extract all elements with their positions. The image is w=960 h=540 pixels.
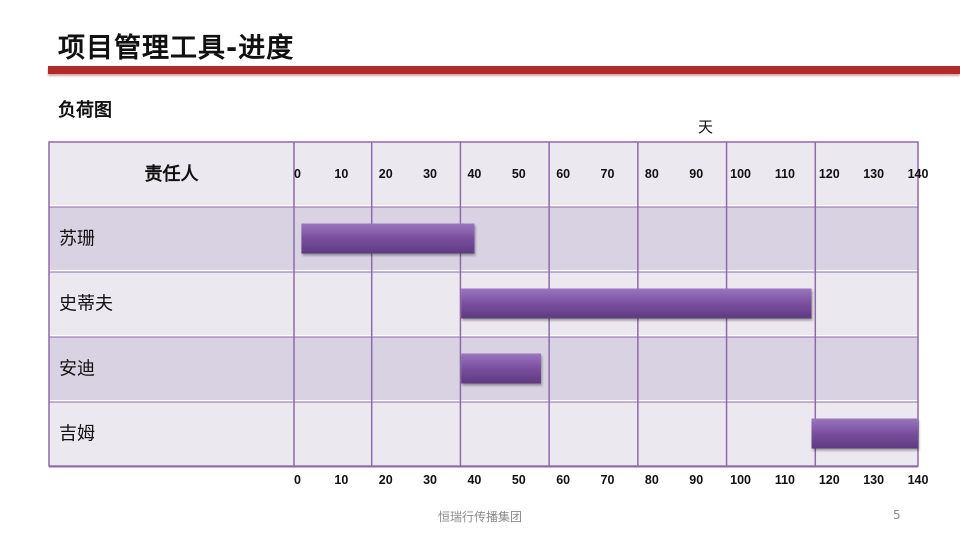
row-label: 史蒂夫 <box>59 294 113 314</box>
table-border <box>48 141 919 467</box>
table-row-bg <box>49 206 918 271</box>
tick-label-top: 30 <box>423 167 437 181</box>
gantt-bar <box>811 418 918 449</box>
tick-label-bottom: 70 <box>601 473 615 487</box>
tick-label-bottom: 90 <box>689 473 703 487</box>
table-row-bg <box>49 271 918 336</box>
tick-label-top: 40 <box>467 167 481 181</box>
table-row-bg <box>49 401 918 466</box>
tick-label-bottom: 130 <box>863 473 884 487</box>
tick-label-bottom: 120 <box>819 473 840 487</box>
page-title: 项目管理工具-进度 <box>58 33 295 64</box>
gantt-bar <box>461 353 541 384</box>
tick-label-bottom: 60 <box>556 473 570 487</box>
tick-label-top: 100 <box>730 167 751 181</box>
row-label: 苏珊 <box>59 229 95 249</box>
tick-label-top: 20 <box>379 167 393 181</box>
footer-company: 恒瑞行传播集团 <box>437 510 522 524</box>
tick-label-top: 0 <box>294 167 301 181</box>
tick-label-bottom: 40 <box>467 473 481 487</box>
tick-label-bottom: 0 <box>294 473 301 487</box>
gantt-bar <box>301 223 475 254</box>
tick-label-bottom: 100 <box>730 473 751 487</box>
tick-label-top: 140 <box>908 167 929 181</box>
tick-label-top: 80 <box>645 167 659 181</box>
tick-label-bottom: 80 <box>645 473 659 487</box>
page-number: 5 <box>893 508 901 522</box>
tick-label-top: 70 <box>601 167 615 181</box>
row-label: 安迪 <box>59 359 95 379</box>
tick-label-top: 50 <box>512 167 526 181</box>
tick-label-top: 10 <box>334 167 348 181</box>
table-row-bg <box>49 336 918 401</box>
tick-label-top: 130 <box>863 167 884 181</box>
tick-label-top: 110 <box>775 167 795 181</box>
title-divider <box>48 66 960 74</box>
tick-label-top: 60 <box>556 167 570 181</box>
table-header-bg <box>49 142 918 206</box>
row-label: 吉姆 <box>59 424 95 444</box>
tick-label-bottom: 20 <box>379 473 393 487</box>
tick-label-bottom: 10 <box>334 473 348 487</box>
tick-label-top: 120 <box>819 167 840 181</box>
tick-label-bottom: 110 <box>775 473 795 487</box>
gantt-bar <box>461 288 812 319</box>
chart-subtitle: 负荷图 <box>58 100 112 121</box>
tick-label-bottom: 50 <box>512 473 526 487</box>
header-label: 责任人 <box>145 163 200 184</box>
tick-label-bottom: 30 <box>423 473 437 487</box>
tick-label-top: 90 <box>689 167 703 181</box>
axis-unit-label: 天 <box>698 118 714 136</box>
tick-label-bottom: 140 <box>908 473 929 487</box>
